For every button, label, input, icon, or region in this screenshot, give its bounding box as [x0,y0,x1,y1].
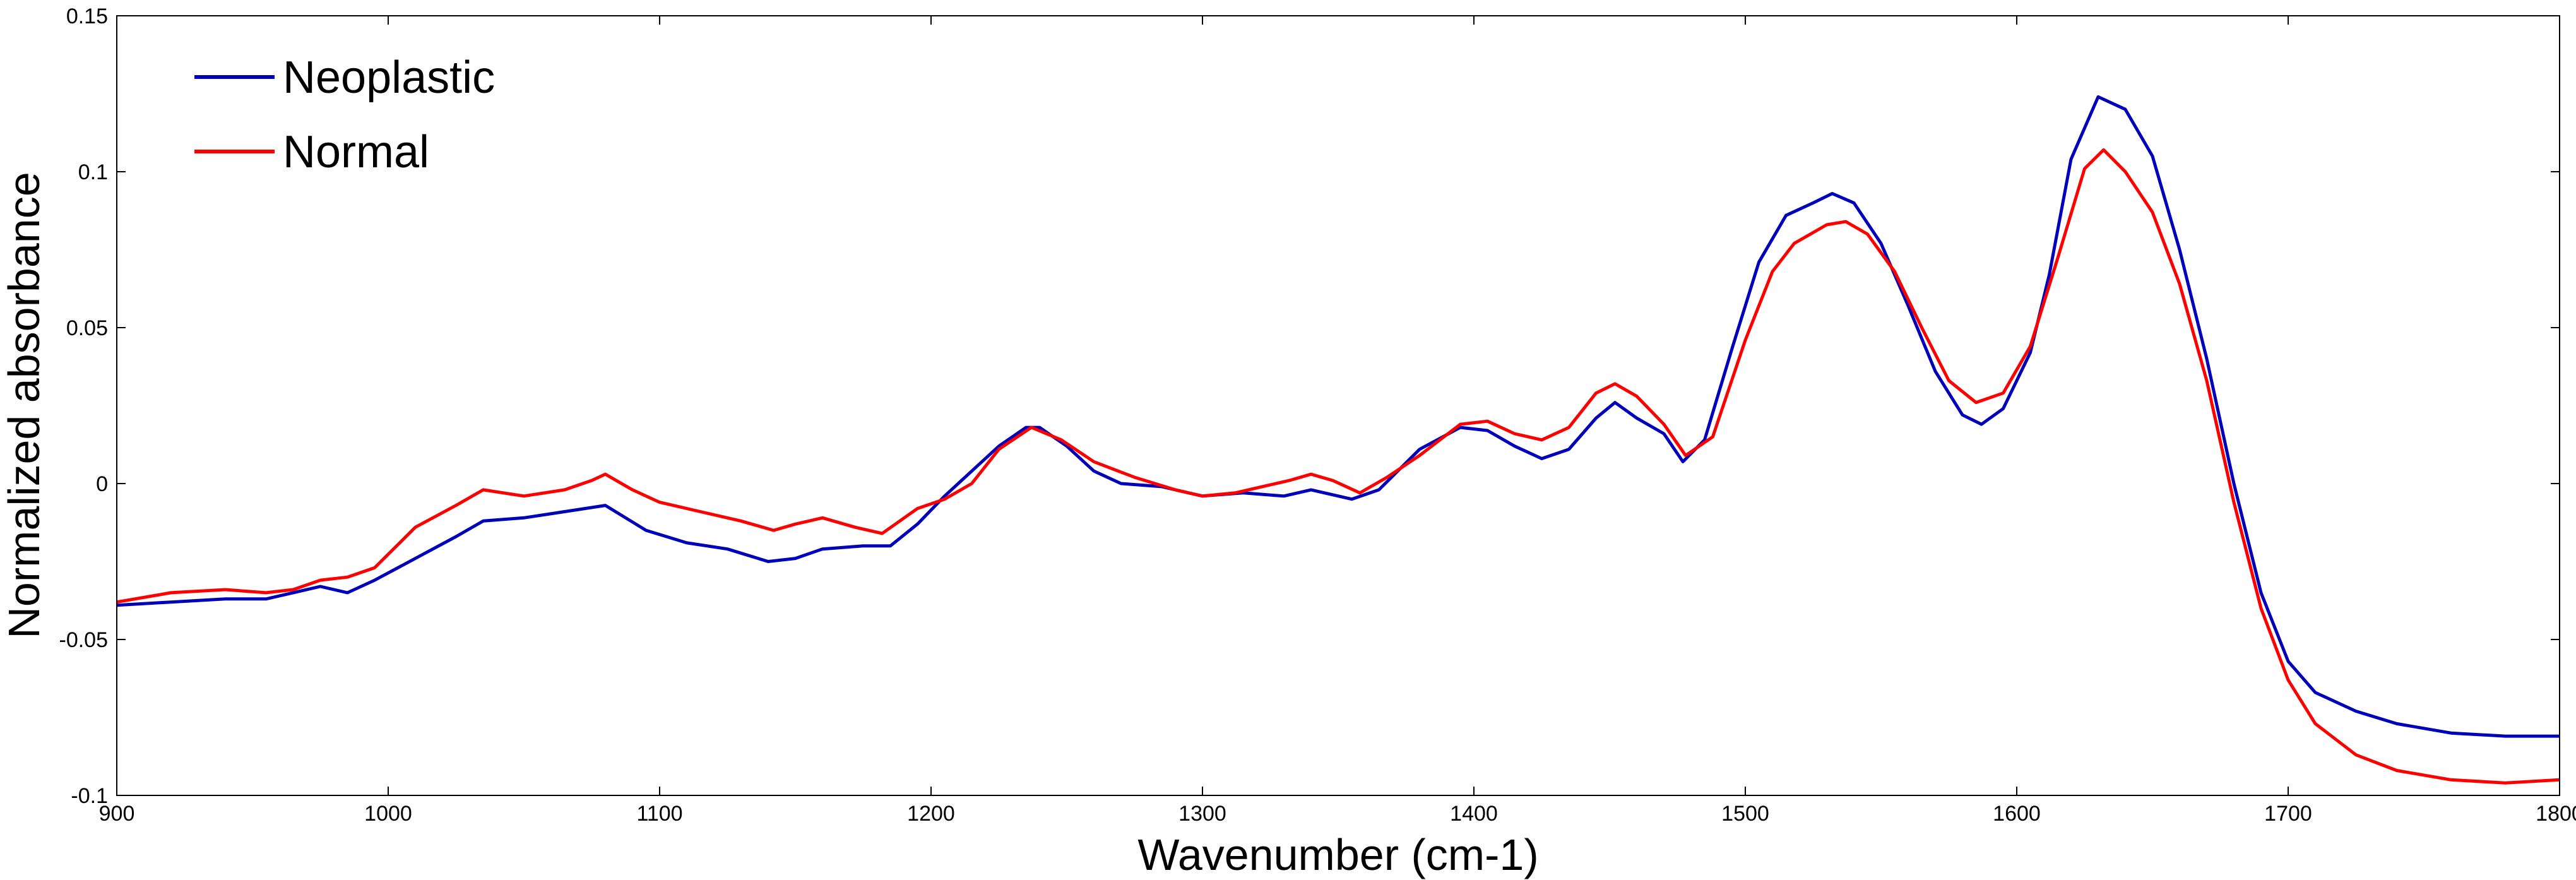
series-line-neoplastic [116,95,2560,738]
legend: Neoplastic Normal [194,52,495,177]
legend-label-normal: Normal [283,127,429,177]
series-line-normal [116,148,2560,785]
y-axis-ticks: -0.1 -0.05 0 0.05 0.1 0.15 [59,4,2560,808]
x-tick-label: 1300 [1178,802,1226,826]
y-tick-label: 0.15 [66,4,108,28]
y-tick-label: 0.1 [78,160,108,184]
x-tick-label: 1700 [2264,802,2312,826]
x-axis-ticks: 900 1000 1100 1200 1300 1400 1500 1600 1700 1800 [99,16,2576,826]
x-tick-label: 1500 [1721,802,1769,826]
y-tick-label: -0.1 [71,784,108,808]
y-axis-title: Normalized absorbance [0,172,49,638]
x-tick-label: 900 [99,802,135,826]
y-tick-label: 0.05 [66,316,108,340]
x-tick-label: 1000 [364,802,412,826]
x-tick-label: 1200 [907,802,955,826]
x-axis-title: Wavenumber (cm-1) [1137,830,1538,879]
plot-frame [116,15,2560,796]
x-tick-label: 1400 [1450,802,1498,826]
legend-label-neoplastic: Neoplastic [283,52,495,103]
series-layer [116,95,2560,785]
y-tick-label: 0 [96,472,108,496]
y-tick-label: -0.05 [59,628,109,652]
x-tick-label: 1800 [2536,802,2576,826]
x-tick-label: 1600 [1993,802,2041,826]
x-tick-label: 1100 [636,802,682,826]
